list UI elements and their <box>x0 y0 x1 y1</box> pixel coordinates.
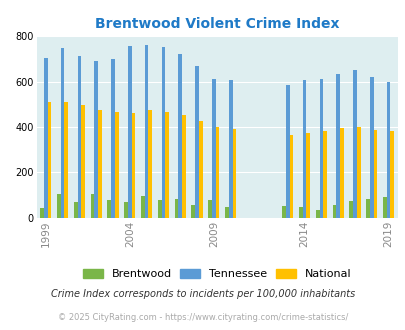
Bar <box>44 58 47 218</box>
Text: © 2025 CityRating.com - https://www.cityrating.com/crime-statistics/: © 2025 CityRating.com - https://www.city… <box>58 313 347 322</box>
Bar <box>90 194 94 218</box>
Bar <box>195 66 198 218</box>
Bar <box>373 130 376 218</box>
Legend: Brentwood, Tennessee, National: Brentwood, Tennessee, National <box>77 263 356 285</box>
Bar <box>111 59 115 218</box>
Bar <box>178 54 181 218</box>
Bar <box>322 131 326 218</box>
Bar <box>77 55 81 218</box>
Bar <box>124 202 128 218</box>
Bar <box>141 196 145 218</box>
Bar <box>161 47 165 218</box>
Bar <box>298 207 302 218</box>
Title: Brentwood Violent Crime Index: Brentwood Violent Crime Index <box>95 17 339 31</box>
Bar <box>335 74 339 218</box>
Bar <box>94 61 98 218</box>
Bar <box>57 194 61 218</box>
Bar <box>390 131 393 218</box>
Bar <box>74 202 77 218</box>
Text: Crime Index corresponds to incidents per 100,000 inhabitants: Crime Index corresponds to incidents per… <box>51 289 354 299</box>
Bar <box>215 127 219 218</box>
Bar <box>81 105 85 218</box>
Bar <box>145 45 148 218</box>
Bar <box>40 208 44 218</box>
Bar <box>319 79 322 218</box>
Bar <box>158 200 161 218</box>
Bar <box>174 199 178 218</box>
Bar <box>198 121 202 218</box>
Bar <box>61 48 64 218</box>
Bar <box>306 133 309 218</box>
Bar <box>302 80 306 218</box>
Bar <box>131 113 135 218</box>
Bar <box>382 197 386 218</box>
Bar <box>64 102 68 218</box>
Bar <box>181 115 185 218</box>
Bar <box>285 85 289 218</box>
Bar <box>349 201 352 218</box>
Bar <box>315 210 319 218</box>
Bar <box>281 207 285 218</box>
Bar <box>148 110 152 218</box>
Bar <box>228 80 232 218</box>
Bar <box>165 112 168 218</box>
Bar <box>289 135 293 218</box>
Bar <box>211 79 215 218</box>
Bar <box>365 199 369 218</box>
Bar <box>191 205 195 218</box>
Bar <box>232 129 236 218</box>
Bar <box>47 102 51 218</box>
Bar <box>115 112 118 218</box>
Bar <box>356 127 360 218</box>
Bar <box>208 200 211 218</box>
Bar <box>98 110 102 218</box>
Bar <box>386 82 390 218</box>
Bar <box>369 77 373 218</box>
Bar <box>128 46 131 218</box>
Bar <box>332 205 335 218</box>
Bar <box>339 127 343 218</box>
Bar <box>224 207 228 218</box>
Bar <box>352 70 356 218</box>
Bar <box>107 200 111 218</box>
